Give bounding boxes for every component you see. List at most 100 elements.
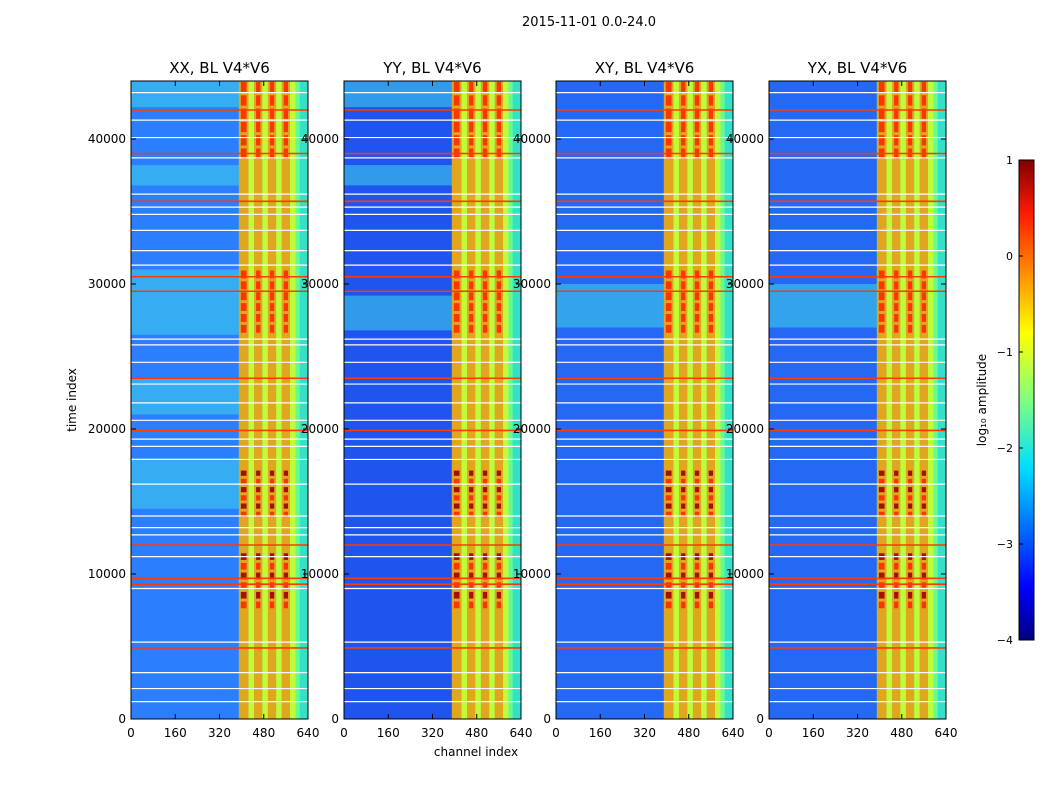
- rfi-hot-cell: [921, 314, 927, 322]
- x-tick-label: 0: [552, 726, 560, 740]
- rfi-hot-cell: [694, 495, 700, 501]
- rfi-hot-cell: [256, 281, 261, 290]
- rfi-hot-cell: [283, 470, 289, 476]
- rfi-hot-cell: [894, 270, 899, 279]
- rfi-hot-cell: [496, 601, 502, 609]
- rfi-hot-cell: [269, 591, 275, 599]
- rfi-hot-cell: [256, 478, 261, 485]
- panel-heatmap: [344, 81, 521, 719]
- rfi-hot-cell: [878, 270, 885, 279]
- rfi-hot-cell: [269, 495, 275, 501]
- rfi-hot-cell: [694, 270, 700, 279]
- y-axis-label: time index: [65, 368, 79, 432]
- rfi-hot-cell: [708, 478, 714, 485]
- rfi-channel-column: [905, 81, 915, 719]
- y-tick-label: 20000: [88, 422, 126, 436]
- rfi-hot-cell: [694, 324, 700, 333]
- rfi-channel-column: [467, 81, 476, 719]
- rfi-channel-column: [489, 81, 495, 719]
- rfi-hot-cell: [921, 108, 927, 119]
- rfi-hot-cell: [921, 135, 927, 146]
- rfi-hot-cell: [269, 292, 275, 301]
- rfi-channel-column: [687, 81, 693, 719]
- rfi-hot-cell: [496, 511, 502, 517]
- rfi-hot-cell: [878, 591, 885, 599]
- rfi-hot-cell: [240, 82, 247, 93]
- rfi-hot-cell: [469, 314, 474, 322]
- rfi-hot-cell: [482, 511, 488, 517]
- colorbar-tick-label: −4: [997, 634, 1013, 647]
- rfi-hot-cell: [256, 495, 261, 501]
- rfi-hot-cell: [665, 478, 672, 485]
- rfi-hot-cell: [907, 108, 913, 119]
- rfi-hot-cell: [240, 582, 247, 589]
- rfi-hot-cell: [665, 487, 672, 493]
- rfi-hot-cell: [708, 121, 714, 133]
- rfi-hot-cell: [482, 478, 488, 485]
- colorbar-gradient: [1018, 159, 1035, 641]
- rfi-hot-cell: [878, 314, 885, 322]
- colorbar-tick-label: 1: [1006, 154, 1013, 167]
- rfi-hot-cell: [482, 303, 488, 311]
- rfi-hot-cell: [894, 303, 899, 311]
- rfi-hot-cell: [256, 487, 261, 493]
- rfi-channel-column: [706, 81, 716, 719]
- rfi-hot-cell: [240, 503, 247, 509]
- rfi-hot-cell: [469, 478, 474, 485]
- rfi-hot-cell: [681, 572, 686, 580]
- rfi-hot-cell: [708, 108, 714, 119]
- colorbar: 1 0 −1 −2 −3 −4 log₁₀ amplitude: [975, 154, 1035, 647]
- rfi-hot-cell: [665, 582, 672, 589]
- rfi-hot-cell: [921, 121, 927, 133]
- rfi-hot-cell: [694, 95, 700, 106]
- y-tick-label: 40000: [301, 132, 339, 146]
- rfi-hot-cell: [482, 82, 488, 93]
- rfi-channel-column: [720, 81, 725, 719]
- rfi-channel-column: [475, 81, 481, 719]
- rfi-hot-cell: [708, 511, 714, 517]
- rfi-hot-cell: [453, 582, 460, 589]
- rfi-hot-cell: [482, 470, 488, 476]
- rfi-hot-cell: [665, 503, 672, 509]
- rfi-hot-cell: [256, 562, 261, 570]
- panel-4: YX, BL V4*V6 0 160 320 480 640 0 10000 20000 3000…: [726, 59, 958, 740]
- rfi-hot-cell: [240, 121, 247, 133]
- rfi-hot-cell: [256, 135, 261, 146]
- rfi-hot-cell: [665, 601, 672, 609]
- rfi-hot-cell: [469, 495, 474, 501]
- rfi-hot-cell: [453, 82, 460, 93]
- rfi-hot-cell: [283, 572, 289, 580]
- rfi-hot-cell: [496, 503, 502, 509]
- rfi-channel-column: [508, 81, 513, 719]
- rfi-hot-cell: [283, 478, 289, 485]
- rfi-channel-column: [876, 81, 887, 719]
- rfi-hot-cell: [240, 108, 247, 119]
- rfi-hot-cell: [907, 562, 913, 570]
- rfi-hot-cell: [665, 82, 672, 93]
- rfi-hot-cell: [894, 82, 899, 93]
- rfi-hot-cell: [694, 503, 700, 509]
- rfi-hot-cell: [496, 487, 502, 493]
- rfi-hot-cell: [665, 562, 672, 570]
- rfi-hot-cell: [269, 82, 275, 93]
- rfi-hot-cell: [708, 487, 714, 493]
- x-tick-label: 480: [465, 726, 488, 740]
- x-tick-label: 160: [802, 726, 825, 740]
- rfi-hot-cell: [708, 470, 714, 476]
- rfi-hot-cell: [283, 303, 289, 311]
- x-tick-label: 320: [421, 726, 444, 740]
- rfi-hot-cell: [482, 292, 488, 301]
- rfi-hot-cell: [283, 582, 289, 589]
- rfi-hot-cell: [469, 108, 474, 119]
- rfi-hot-cell: [256, 591, 261, 599]
- rfi-hot-cell: [894, 281, 899, 290]
- panel-heatmap: [556, 81, 733, 719]
- rfi-hot-cell: [894, 562, 899, 570]
- rfi-hot-cell: [878, 82, 885, 93]
- rfi-hot-cell: [907, 503, 913, 509]
- rfi-hot-cell: [681, 562, 686, 570]
- rfi-hot-cell: [240, 303, 247, 311]
- rfi-hot-cell: [469, 487, 474, 493]
- y-tick-label: 20000: [513, 422, 551, 436]
- rfi-hot-cell: [921, 562, 927, 570]
